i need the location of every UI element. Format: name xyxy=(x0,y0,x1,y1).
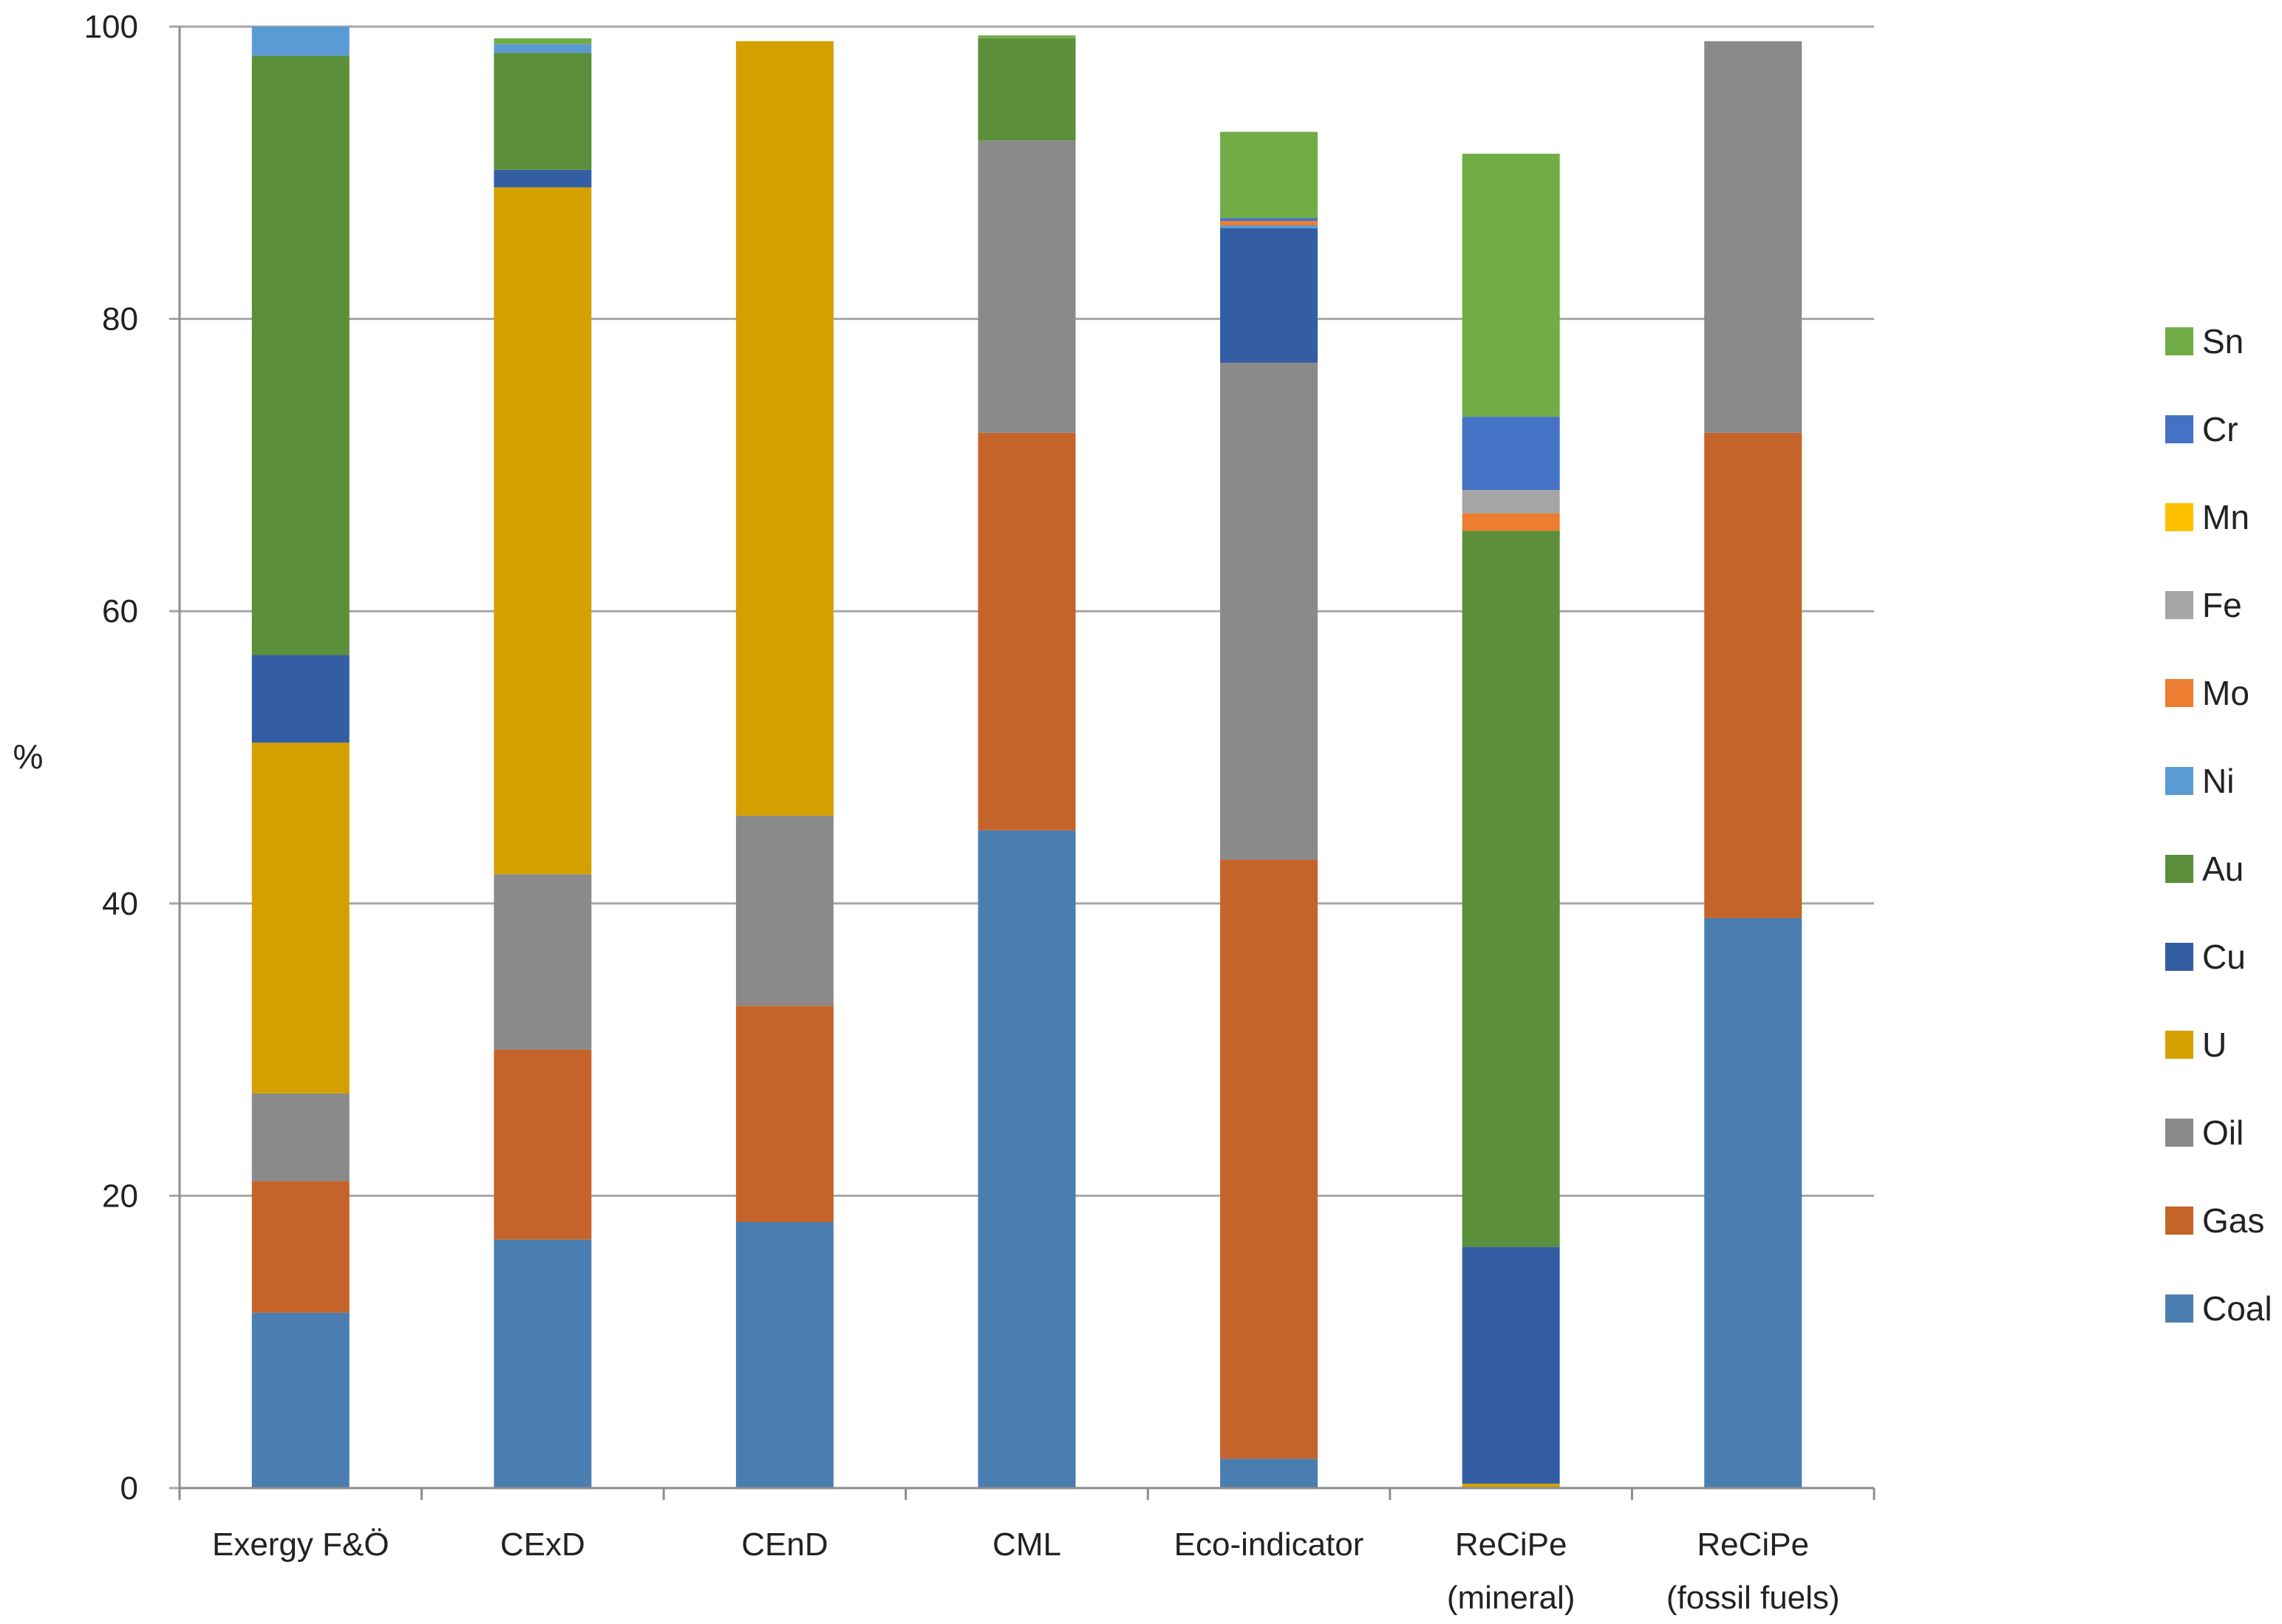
legend-label-ni: Ni xyxy=(2202,762,2234,800)
bar-segment-u xyxy=(1462,1484,1560,1488)
bar-segment-cu xyxy=(494,169,592,188)
x-tick-label: CML xyxy=(992,1526,1061,1563)
legend-label-coal: Coal xyxy=(2202,1289,2272,1328)
y-tick-label: 60 xyxy=(102,593,138,630)
bar-segment-oil xyxy=(978,140,1076,433)
legend-label-u: U xyxy=(2202,1026,2227,1064)
bar-segment-mo xyxy=(1220,221,1318,226)
legend-label-cr: Cr xyxy=(2202,410,2238,448)
legend-swatch-au xyxy=(2165,855,2193,883)
legend: Sn Cr Mn Fe Mo Ni Au Cu U Oil Gas Coal xyxy=(2165,322,2272,1328)
legend-swatch-fe xyxy=(2165,591,2193,619)
x-tick-label: CEnD xyxy=(741,1526,828,1563)
x-tick-label: (mineral) xyxy=(1447,1580,1576,1616)
bar-segment-coal xyxy=(1220,1458,1318,1488)
legend-swatch-oil xyxy=(2165,1119,2193,1147)
bar-segments xyxy=(251,27,1802,1488)
bar-segment-coal xyxy=(1704,918,1802,1488)
bar-segment-au xyxy=(978,38,1076,141)
bar-segment-oil xyxy=(494,874,592,1050)
bar-segment-fe xyxy=(1462,490,1560,514)
y-tick-label: 20 xyxy=(102,1178,138,1214)
bar-segment-mo xyxy=(1462,513,1560,531)
bar-segment-gas xyxy=(1220,859,1318,1459)
legend-label-au: Au xyxy=(2202,850,2244,888)
legend-swatch-coal xyxy=(2165,1294,2193,1323)
y-tick-labels: 0 20 40 60 80 100 xyxy=(84,9,138,1507)
bar-segment-oil xyxy=(735,816,834,1006)
x-tick-label: Eco-indicator xyxy=(1174,1526,1364,1563)
legend-swatch-mn xyxy=(2165,503,2193,531)
legend-swatch-gas xyxy=(2165,1207,2193,1235)
bar-segment-ni xyxy=(251,27,350,56)
bar-segment-sn xyxy=(978,35,1076,38)
bar-segment-cu xyxy=(251,655,350,743)
bar-segment-gas xyxy=(494,1049,592,1240)
x-tick-label: Exergy F&Ö xyxy=(212,1526,389,1563)
bar-segment-u xyxy=(735,41,834,816)
legend-label-mn: Mn xyxy=(2202,498,2249,536)
x-tick-label: ReCiPe xyxy=(1697,1526,1809,1563)
x-tick-label: CExD xyxy=(500,1526,585,1563)
bar-segment-u xyxy=(251,743,350,1094)
legend-label-cu: Cu xyxy=(2202,938,2246,976)
y-tick-label: 80 xyxy=(102,301,138,338)
legend-label-oil: Oil xyxy=(2202,1113,2244,1152)
axes xyxy=(178,27,1876,1500)
bar-segment-cr xyxy=(1462,417,1560,491)
bar-segment-au xyxy=(494,52,592,170)
bar-segment-cr xyxy=(1220,218,1318,222)
bar-segment-sn xyxy=(494,38,592,44)
legend-swatch-u xyxy=(2165,1031,2193,1059)
bar-segment-sn xyxy=(1462,154,1560,417)
bar-segment-oil xyxy=(1220,362,1318,860)
bar-segment-u xyxy=(494,187,592,875)
legend-swatch-ni xyxy=(2165,767,2193,795)
legend-swatch-cr xyxy=(2165,415,2193,443)
bar-segment-oil xyxy=(1704,41,1802,433)
legend-label-mo: Mo xyxy=(2202,674,2249,712)
bar-segment-gas xyxy=(978,432,1076,830)
y-tick-label: 40 xyxy=(102,886,138,922)
y-axis-title: % xyxy=(13,737,44,776)
legend-swatch-cu xyxy=(2165,943,2193,971)
bar-segment-coal xyxy=(251,1312,350,1488)
bar-segment-cu xyxy=(1462,1246,1560,1484)
bar-segment-gas xyxy=(1704,432,1802,918)
legend-swatch-mo xyxy=(2165,679,2193,707)
x-tick-label: (fossil fuels) xyxy=(1666,1580,1840,1616)
x-tick-labels: Exergy F&Ö CExD CEnD CML Eco-indicator ReCiPe… xyxy=(212,1526,1840,1616)
bar-segment-gas xyxy=(735,1006,834,1223)
bar-segment-sn xyxy=(1220,132,1318,219)
legend-label-fe: Fe xyxy=(2202,586,2242,624)
bar-segment-coal xyxy=(978,830,1076,1488)
bar-segment-ni xyxy=(494,44,592,53)
bar-segment-gas xyxy=(251,1181,350,1313)
bar-segment-oil xyxy=(251,1093,350,1181)
legend-swatch-sn xyxy=(2165,327,2193,355)
bar-segment-ni xyxy=(1220,225,1318,228)
x-tick-label: ReCiPe xyxy=(1455,1526,1567,1563)
y-tick-label: 100 xyxy=(84,9,138,45)
bar-segment-au xyxy=(251,55,350,655)
bar-segment-coal xyxy=(735,1222,834,1488)
legend-label-sn: Sn xyxy=(2202,322,2244,361)
bar-segment-coal xyxy=(494,1239,592,1488)
bar-segment-au xyxy=(1462,530,1560,1247)
y-tick-label: 0 xyxy=(120,1470,138,1507)
bar-segment-cu xyxy=(1220,228,1318,363)
legend-label-gas: Gas xyxy=(2202,1201,2264,1240)
